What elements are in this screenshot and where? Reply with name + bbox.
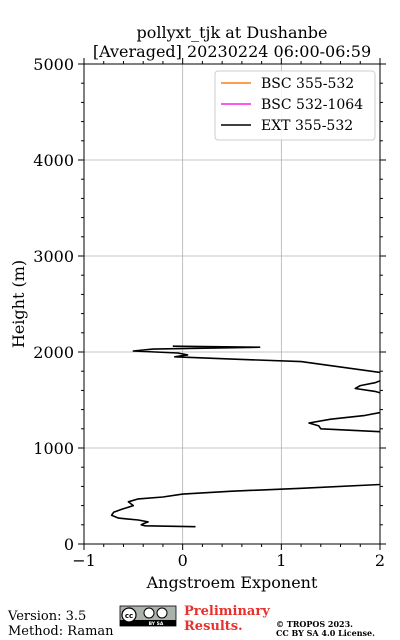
x-axis-label: Angstroem Exponent	[146, 573, 318, 592]
series-line-ext-355-532	[110, 345, 380, 528]
y-tick-label: 4000	[33, 151, 74, 170]
y-tick-label: 2000	[33, 343, 74, 362]
x-tick-label: 1	[276, 551, 286, 570]
legend-box	[214, 70, 376, 141]
x-tick-label: 0	[178, 551, 188, 570]
cc-icon	[121, 607, 137, 623]
footer: Version: 3.5 Method: Raman cc BY SA Prel…	[7, 604, 375, 639]
y-tick-label: 1000	[33, 439, 74, 458]
grid	[84, 64, 380, 544]
data-series	[110, 345, 380, 528]
y-axis-label: Height (m)	[9, 260, 28, 348]
chart-title: pollyxt_tjk at Dushanbe	[136, 23, 327, 42]
chart-subtitle: [Averaged] 20230224 06:00-06:59	[93, 42, 371, 61]
by-icon	[143, 607, 155, 619]
legend-label: BSC 355-532	[261, 76, 354, 92]
copyright-line2: CC BY SA 4.0 License.	[276, 628, 375, 638]
ticks	[78, 58, 386, 550]
sa-icon	[156, 607, 168, 619]
y-tick-label: 0	[64, 535, 74, 554]
method-text: Method: Raman	[8, 624, 114, 639]
y-tick-label: 3000	[33, 247, 74, 266]
version-text: Version: 3.5	[7, 609, 86, 624]
plot-frame	[83, 63, 381, 545]
svg-text:cc: cc	[125, 612, 133, 620]
legend-label: EXT 355-532	[261, 118, 353, 134]
x-tick-label: 2	[375, 551, 385, 570]
legend-label: BSC 532-1064	[261, 97, 363, 113]
y-tick-label: 5000	[33, 55, 74, 74]
preliminary-text-line2: Results.	[184, 619, 243, 634]
cc-license-logo: cc BY SA	[119, 605, 177, 627]
x-tick-label: −1	[72, 551, 96, 570]
preliminary-text-line1: Preliminary	[184, 604, 270, 619]
svg-text:BY SA: BY SA	[149, 621, 164, 627]
legend: BSC 355-532 BSC 532-1064 EXT 355-532	[214, 70, 376, 141]
copyright-line1: © TROPOS 2023.	[276, 619, 353, 629]
